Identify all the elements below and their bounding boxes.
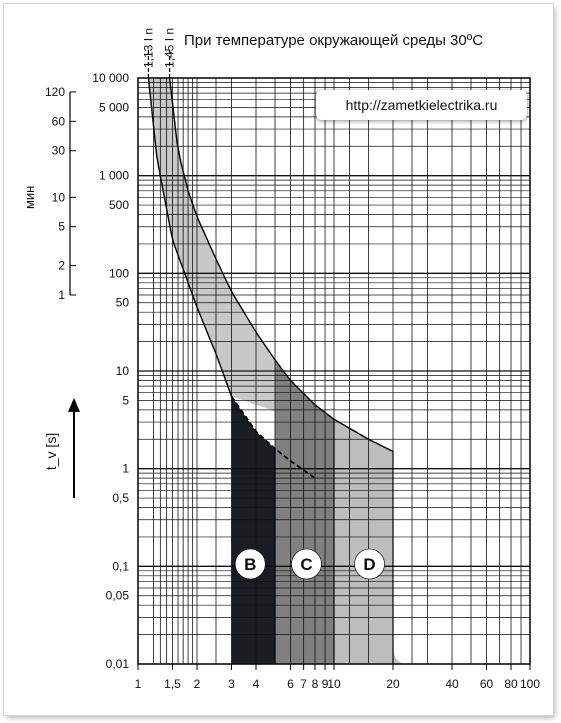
y-tick-label: 5 [122,393,129,407]
y-tick-label: 50 [116,296,130,310]
y-tick-label: 5 000 [99,100,129,114]
top-marker-label: 1,13 I n [141,28,155,68]
x-tick-label: 7 [300,677,307,691]
tick-labels: 1 1,5 2 3 4 6 7 8 910 20 40 60 80 1000,010,050,10,515… [22,28,540,691]
axes [68,50,531,670]
y-tick-label: 10 [116,364,130,378]
chart-title: При температуре окружающей среды 30ºC [184,32,484,49]
x-tick-label: 10 [327,677,341,691]
curve-badge-d [354,548,385,580]
chart-frame: 1 1,5 2 3 4 6 7 8 9 10 20 40 60 80 100 0,01 0,05 0,1 0,5 1 5… [4,4,553,715]
upper-curve-line [168,77,394,453]
curve-badge-b [234,548,266,580]
minutes-tick-label: 2 [58,259,65,273]
zone-area-d [334,419,408,664]
y-tick-label: 500 [109,198,129,212]
curve-badge-c [291,548,322,580]
x-tick-label: 100 [520,677,540,691]
y-tick-label: 0,5 [112,491,129,505]
y-axis-title: t_v [s] [43,433,59,470]
y-tick-label: 1 [122,462,129,476]
lower-curve-dashed-line [230,395,316,479]
y-tick-label: 10 000 [92,71,129,85]
minutes-axis-label: мин [22,186,37,209]
x-tick-label: 9 [322,677,329,691]
x-tick-label: 80 [504,677,518,691]
tripping-curve-chart: 1 1,5 2 3 4 6 7 8 910 20 40 60 80 1000,010,050,10,515… [22,28,540,691]
y-tick-label: 1 000 [99,169,129,183]
minutes-tick-label: 5 [58,220,65,234]
y-axis-arrow-head [68,397,80,412]
x-tick-label: 4 [253,677,260,691]
y-tick-label: 100 [109,266,129,280]
thermal-envelope-area [148,78,394,452]
y-tick-label: 0,1 [112,559,129,573]
minutes-tick-label: 120 [45,85,65,99]
minutes-tick-label: 1 [58,288,65,302]
y-tick-label: 0,01 [106,657,130,671]
x-tick-label: 8 [312,677,319,691]
minutes-tick-label: 60 [52,114,66,128]
x-tick-label: 1,5 [164,677,181,691]
y-tick-label: 0,05 [106,589,130,603]
curve-outlines [147,77,394,664]
x-tick-label: 2 [194,677,201,691]
curve-badge-label-b: B [244,555,256,574]
x-tick-label: 60 [480,677,494,691]
curve-badge-label-c: C [300,555,312,574]
curve-badge-label-d: D [363,555,375,574]
minutes-tick-label: 10 [52,190,66,204]
site-url-label: http://zametkielectrika.ru [316,90,527,120]
zone-area-b [231,396,290,664]
x-tick-label: 40 [445,677,459,691]
x-tick-label: 20 [386,677,400,691]
curve-badges: B C D [234,548,385,580]
x-tick-label: 3 [228,677,235,691]
top-marker-label: 1,45 I n [163,28,177,68]
x-tick-label: 1 [135,677,142,691]
lower-curve-line [147,77,233,397]
minutes-tick-label: 30 [52,144,66,158]
x-tick-label: 6 [287,677,294,691]
